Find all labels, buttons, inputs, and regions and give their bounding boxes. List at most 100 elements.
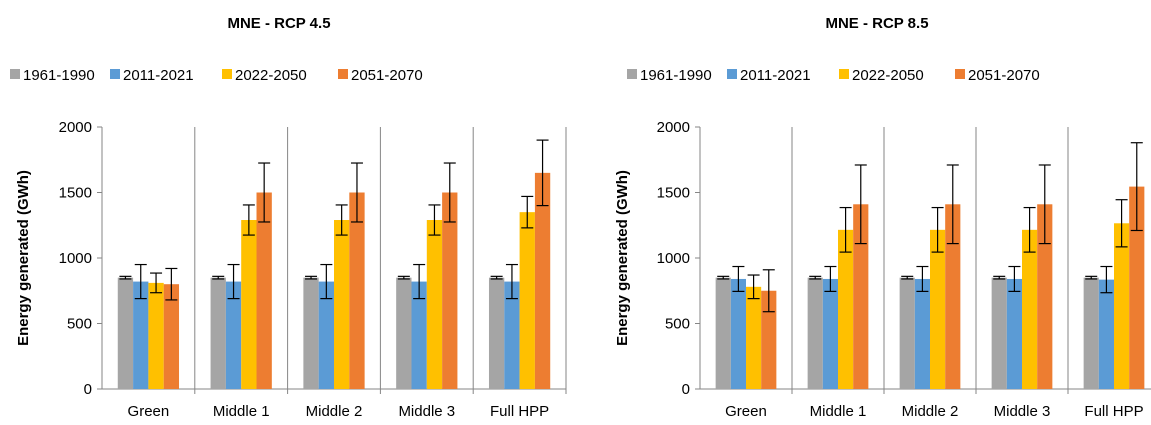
error-bar: [1085, 275, 1098, 280]
legend: 1961-1990 2011-2021 2022-2050 2051-2070: [627, 67, 1040, 84]
bar-1961-1990-Full HPP: [488, 277, 505, 389]
legend-swatch-2051-2070: [338, 69, 348, 79]
bar-2022-2050-Green: [148, 282, 164, 389]
bar-2051-2070-Green: [163, 284, 180, 389]
error-bar: [536, 139, 549, 207]
legend-swatch-2011-2021: [110, 69, 120, 79]
bar-1961-1990-Middle 1: [210, 277, 226, 389]
bar-1961-1990-Green: [715, 277, 731, 389]
chart-panel-2: MNE - RCP 8.5 1961-1990 2011-2021 2022-2050…: [614, 15, 1151, 420]
y-tick-label: 2000: [657, 119, 690, 136]
x-tick-label: Middle 1: [810, 403, 867, 420]
legend-swatch-2051-2070: [955, 69, 965, 79]
bar-1961-1990-Middle 2: [899, 277, 915, 389]
legend-label: 2051-2070: [968, 67, 1040, 84]
error-bar: [490, 275, 503, 280]
bar-2051-2070-Middle 1: [256, 192, 272, 389]
error-bar: [242, 204, 255, 236]
error-bar: [320, 263, 333, 300]
bar-2022-2050-Green: [746, 286, 762, 389]
y-tick-label: 500: [67, 316, 92, 333]
bar-2022-2050-Middle 2: [334, 220, 350, 389]
x-tick-label: Middle 2: [306, 403, 363, 420]
bar-1961-1990-Middle 2: [303, 277, 319, 389]
bar-2051-2070-Middle 3: [1037, 204, 1053, 389]
legend-swatch-2022-2050: [839, 69, 849, 79]
legend-label: 1961-1990: [23, 67, 95, 84]
y-tick-label: 1000: [59, 250, 92, 267]
bar-2011-2021-Middle 1: [225, 281, 242, 389]
error-bar: [397, 275, 410, 280]
bar-2051-2070-Full HPP: [534, 172, 551, 389]
error-bar: [428, 204, 441, 236]
legend-label: 2011-2021: [123, 67, 194, 84]
chart-title: MNE - RCP 8.5: [825, 15, 928, 32]
error-bar: [443, 162, 456, 223]
legend-swatch-1961-1990: [10, 69, 20, 79]
bar-2011-2021-Full HPP: [504, 281, 520, 389]
error-bar: [521, 195, 534, 229]
y-axis-label: Energy generated (GWh): [614, 170, 631, 346]
bar-1961-1990-Full HPP: [1083, 277, 1099, 389]
error-bar: [165, 267, 178, 301]
bar-2022-2050-Full HPP: [519, 212, 535, 389]
error-bar: [762, 269, 775, 313]
bar-2022-2050-Middle 3: [426, 220, 443, 389]
legend-label: 2022-2050: [235, 67, 307, 84]
y-tick-label: 2000: [59, 119, 92, 136]
bar-2011-2021-Middle 1: [822, 278, 838, 389]
error-bar: [747, 274, 760, 300]
chart-title: MNE - RCP 4.5: [227, 15, 330, 32]
error-bar: [1130, 142, 1143, 232]
bar-2051-2070-Green: [761, 290, 777, 389]
bar-2022-2050-Full HPP: [1114, 223, 1130, 389]
x-tick-label: Full HPP: [1084, 403, 1143, 420]
legend-label: 1961-1990: [640, 67, 712, 84]
error-bar: [134, 263, 147, 300]
error-bar: [212, 275, 225, 280]
bar-1961-1990-Middle 3: [396, 277, 412, 389]
x-tick-label: Green: [128, 403, 170, 420]
error-bar: [150, 272, 163, 294]
error-bar: [350, 162, 363, 223]
legend-label: 2051-2070: [351, 67, 423, 84]
bar-2051-2070-Full HPP: [1129, 186, 1145, 389]
y-tick-label: 1500: [657, 185, 690, 202]
y-tick-label: 0: [84, 381, 92, 398]
bar-2022-2050-Middle 1: [241, 220, 257, 389]
error-bar: [305, 275, 318, 280]
error-bar: [839, 206, 852, 253]
error-bar: [227, 263, 240, 300]
bar-2022-2050-Middle 1: [838, 229, 854, 389]
legend-label: 2011-2021: [740, 67, 811, 84]
bar-1961-1990-Green: [117, 277, 134, 389]
error-bar: [258, 162, 271, 223]
legend-label: 2022-2050: [852, 67, 924, 84]
error-bar: [916, 265, 929, 293]
bar-2051-2070-Middle 2: [349, 192, 365, 389]
y-tick-label: 500: [665, 316, 690, 333]
bar-2011-2021-Middle 2: [318, 281, 334, 389]
error-bar: [824, 265, 837, 293]
error-bar: [1008, 265, 1021, 293]
bar-2011-2021-Middle 3: [1006, 278, 1022, 389]
x-tick-label: Green: [725, 403, 767, 420]
bar-2051-2070-Middle 1: [853, 204, 869, 389]
x-tick-label: Full HPP: [490, 403, 549, 420]
x-tick-label: Middle 3: [994, 403, 1051, 420]
error-bar: [335, 204, 348, 236]
y-tick-label: 1500: [59, 185, 92, 202]
error-bar: [809, 275, 822, 280]
legend-swatch-2022-2050: [222, 69, 232, 79]
bar-2011-2021-Middle 3: [411, 281, 427, 389]
x-tick-label: Middle 1: [213, 403, 270, 420]
error-bar: [717, 275, 730, 280]
error-bar: [993, 275, 1006, 280]
x-tick-label: Middle 3: [398, 403, 455, 420]
bar-2011-2021-Full HPP: [1098, 279, 1114, 389]
legend: 1961-1990 2011-2021 2022-2050 2051-2070: [10, 67, 423, 84]
bar-1961-1990-Middle 3: [991, 277, 1007, 389]
error-bar: [505, 263, 518, 300]
legend-swatch-1961-1990: [627, 69, 637, 79]
